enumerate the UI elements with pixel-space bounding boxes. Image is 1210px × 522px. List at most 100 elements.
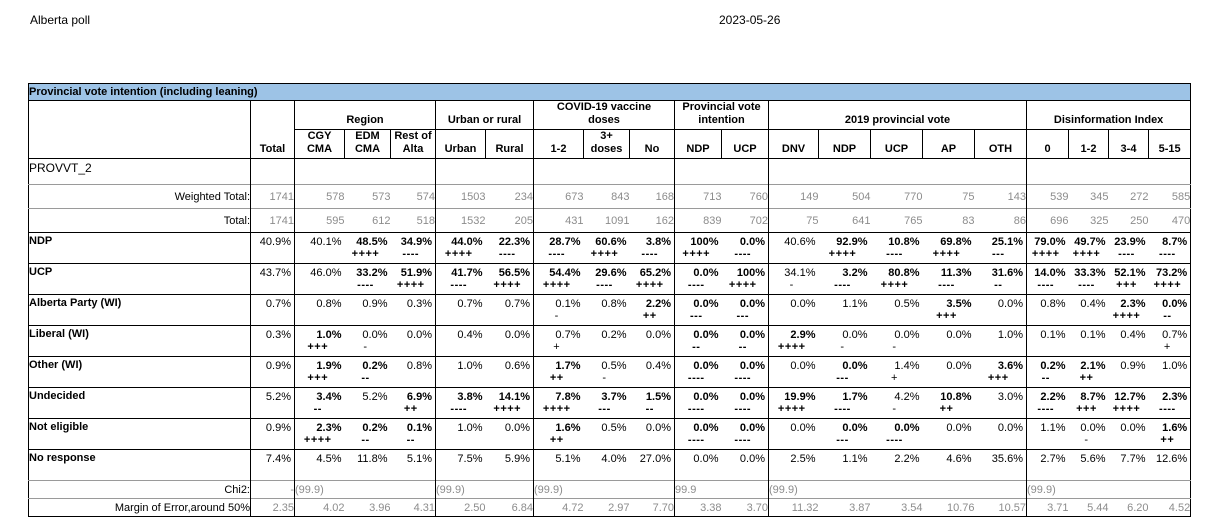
cell: (99.9) <box>1025 480 1191 499</box>
cell: 10.8% ---- <box>870 232 923 264</box>
cell: 0.0% <box>768 418 819 450</box>
significance-marker: ++ <box>549 434 564 446</box>
table-row: Other (WI) 0.9% 1.9% +++ 0.2% -- 0.8% 1.0% 0.6% 1… <box>28 356 1191 388</box>
significance-marker: ++++ <box>880 279 909 291</box>
cell: 35.6% <box>974 449 1027 481</box>
cell: 44.0% ++++ <box>435 232 486 264</box>
cell: 2.3% ++++ <box>294 418 345 450</box>
column-header-2019-ucp: UCP <box>870 129 923 159</box>
cell: 5.6% <box>1068 449 1109 481</box>
significance-marker: ++++ <box>635 279 664 291</box>
significance-marker: +++ <box>307 341 329 353</box>
cell: 0.0% <box>768 294 819 326</box>
cell: 5.44 <box>1068 498 1109 517</box>
cell: 0.0% - <box>870 325 923 357</box>
cell <box>674 158 722 185</box>
significance-marker: ---- <box>687 279 705 291</box>
column-header-2019-oth: OTH <box>974 129 1027 159</box>
cell: 765 <box>870 208 923 233</box>
cell: 0.8% <box>390 356 436 388</box>
cell-total: 0.9% <box>250 356 295 388</box>
cell: 7.8% ++++ <box>533 387 584 419</box>
cell: 0.0% <box>390 325 436 357</box>
group-header-vote-intention: Provincial vote intention <box>674 100 769 130</box>
significance-marker: ---- <box>1037 279 1055 291</box>
cell: 149 <box>768 184 819 209</box>
cell: 0.0% <box>922 356 975 388</box>
cell: 29.6% ---- <box>583 263 630 295</box>
significance-marker: ++++ <box>1031 248 1060 260</box>
cell: 3.4% -- <box>294 387 345 419</box>
cell: 33.2% ---- <box>344 263 391 295</box>
significance-marker: -- <box>1163 310 1172 322</box>
cell: (99.9) <box>294 480 436 499</box>
cell: 470 <box>1148 208 1191 233</box>
cell: 0.7% + <box>1148 325 1191 357</box>
cell: 7.7% <box>1108 449 1149 481</box>
column-header-cgy-cma: CGY CMA <box>294 129 345 159</box>
cell: 6.20 <box>1108 498 1149 517</box>
cell: 60.6% ++++ <box>583 232 630 264</box>
cell: (99.9) <box>768 480 1027 499</box>
significance-marker: + <box>553 341 561 353</box>
cell: 4.5% <box>294 449 345 481</box>
cell: 2.3% ++++ <box>1108 294 1149 326</box>
column-header-total: Total <box>250 100 295 159</box>
cell: 75 <box>922 184 975 209</box>
significance-marker: -- <box>645 403 654 415</box>
cell: 3.8% ---- <box>435 387 486 419</box>
cell: 2.1% ++ <box>1068 356 1109 388</box>
significance-marker: ++ <box>1079 372 1094 384</box>
cell <box>294 158 345 185</box>
cell: 80.8% ++++ <box>870 263 923 295</box>
cell: 0.4% <box>629 356 675 388</box>
cell: 345 <box>1068 184 1109 209</box>
significance-marker: ---- <box>687 434 705 446</box>
cell: 49.7% ++++ <box>1068 232 1109 264</box>
significance-marker: ---- <box>687 372 705 384</box>
cell: 1.0% <box>435 356 486 388</box>
cell: 8.7% ---- <box>1148 232 1191 264</box>
significance-marker: -- <box>738 341 747 353</box>
cell <box>390 158 436 185</box>
cell: 0.8% <box>294 294 345 326</box>
significance-marker: ---- <box>834 279 851 291</box>
significance-marker: ---- <box>834 403 851 415</box>
cell: 0.4% <box>1108 325 1149 357</box>
cell: 14.0% ---- <box>1026 263 1069 295</box>
cell: 0.0% ---- <box>674 418 722 450</box>
significance-marker: ---- <box>498 248 516 260</box>
cell: 578 <box>294 184 345 209</box>
significance-marker: ---- <box>596 279 613 291</box>
cell: 0.0% <box>629 325 675 357</box>
significance-marker: ++++ <box>351 248 380 260</box>
cell: 0.0% - <box>1068 418 1109 450</box>
cell: 51.9% ++++ <box>390 263 436 295</box>
significance-marker: ---- <box>1078 279 1095 291</box>
significance-marker: ---- <box>734 372 752 384</box>
cell: 3.0% <box>974 387 1027 419</box>
cell-total: 7.4% <box>250 449 295 481</box>
cell: 92.9% ++++ <box>818 232 871 264</box>
significance-marker: ++ <box>403 403 418 415</box>
cell <box>1026 158 1069 185</box>
cell: 539 <box>1026 184 1069 209</box>
table-title-row: Provincial vote intention (including lea… <box>27 83 1192 101</box>
significance-marker: +++ <box>1116 279 1137 291</box>
cell: 100% ++++ <box>721 263 769 295</box>
cell-total: 5.2% <box>250 387 295 419</box>
cell: 3.8% ---- <box>629 232 675 264</box>
column-header-rest-of-alta: Rest of Alta <box>390 129 436 159</box>
cell: 0.0% --- <box>721 294 769 326</box>
significance-marker: -- <box>313 403 322 415</box>
cell: 7.70 <box>629 498 675 517</box>
cell: 0.0% -- <box>1148 294 1191 326</box>
row-label: Undecided <box>28 387 251 419</box>
cell: 4.72 <box>533 498 584 517</box>
significance-marker: - <box>892 403 897 415</box>
cell: 99.9 <box>674 480 769 499</box>
significance-marker: ---- <box>402 248 420 260</box>
cell: 2.2% <box>870 449 923 481</box>
cell: 713 <box>674 184 722 209</box>
cell: 73.2% ++++ <box>1148 263 1191 295</box>
